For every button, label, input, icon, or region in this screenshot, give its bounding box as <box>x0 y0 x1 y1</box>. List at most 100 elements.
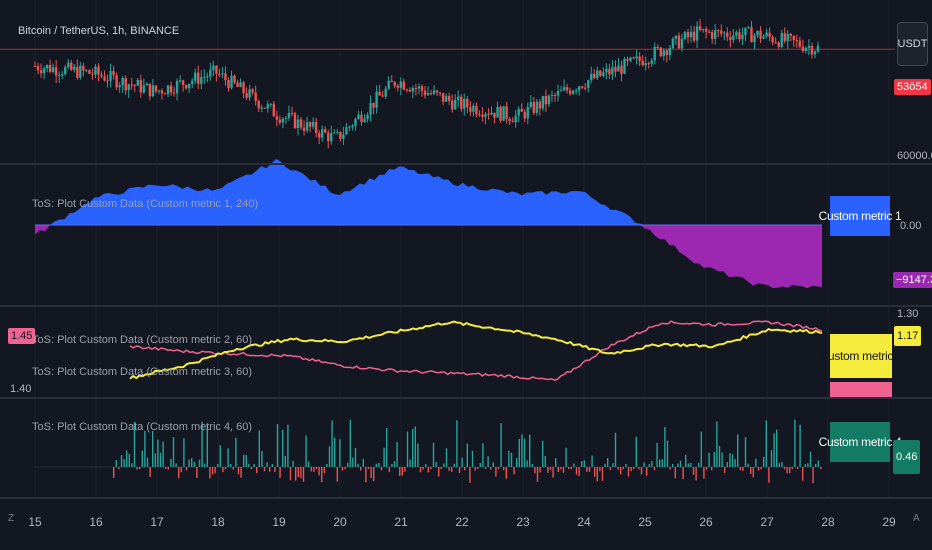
candle-body <box>807 45 811 48</box>
scroll-left-icon[interactable]: Z <box>8 513 15 524</box>
candle-body <box>384 88 387 97</box>
metric4-bar <box>456 420 458 467</box>
candle-body <box>526 106 529 119</box>
x-tick-label: 24 <box>577 515 591 529</box>
candle-body <box>553 94 557 96</box>
candle-body <box>227 80 230 89</box>
candle-body <box>330 132 333 142</box>
candle-body <box>707 31 711 33</box>
metric2-legend[interactable]: Custom metric 2 <box>820 334 903 378</box>
candle-body <box>175 80 179 94</box>
metric4-bar <box>339 439 341 467</box>
candle-body <box>402 81 406 90</box>
currency-button[interactable]: USDT <box>897 22 928 66</box>
metric4-bar <box>791 467 793 470</box>
metric4-legend[interactable]: Custom metric 4 <box>819 422 902 462</box>
metric4-bar <box>362 458 364 467</box>
metric4-bar <box>414 426 416 467</box>
metric4-bar <box>513 467 515 475</box>
pane-separator[interactable] <box>0 163 932 165</box>
candle-body <box>85 70 88 72</box>
candle-body <box>750 27 753 43</box>
candle-body <box>414 88 418 90</box>
metric4-bar <box>531 463 533 467</box>
metric4-bar <box>232 467 234 470</box>
metric4-bar <box>542 440 544 467</box>
candle-body <box>408 89 412 92</box>
candle-body <box>804 47 808 52</box>
candle-body <box>342 134 345 139</box>
candle-body <box>372 102 375 108</box>
candle-body <box>178 80 182 82</box>
metric4-bar <box>435 461 437 467</box>
metric4-bar <box>318 467 320 476</box>
candle-body <box>393 82 396 86</box>
metric4-bar <box>544 456 546 467</box>
metric4-bar <box>695 467 697 481</box>
metric4-label[interactable]: ToS: Plot Custom Data (Custom metric 4, … <box>32 421 253 433</box>
metric4-bar <box>284 456 286 467</box>
metric4-bar <box>248 463 250 467</box>
candle-body <box>584 87 587 89</box>
x-tick-label: 22 <box>455 515 469 529</box>
candle-body <box>263 107 266 109</box>
candle-body <box>194 72 197 81</box>
metric4-bar <box>152 430 154 467</box>
metric1-legend[interactable]: Custom metric 1 <box>819 196 902 236</box>
metric4-bar <box>336 467 338 482</box>
candle-body <box>405 89 409 91</box>
candle-body <box>287 113 291 118</box>
candle-body <box>151 85 155 97</box>
metric4-bar <box>308 461 310 467</box>
candle-body <box>224 73 227 81</box>
pane-separator[interactable] <box>0 397 932 399</box>
candle-body <box>94 66 97 75</box>
candle-body <box>345 127 348 135</box>
metric4-bar <box>445 448 448 467</box>
candle-body <box>260 107 263 109</box>
candle-body <box>73 66 76 70</box>
metric4-bar <box>625 463 627 467</box>
metric4-bar <box>396 441 398 467</box>
metric1-label[interactable]: ToS: Plot Custom Data (Custom metric 1, … <box>32 198 259 210</box>
candle-body <box>160 90 164 94</box>
candle-body <box>187 83 191 89</box>
metric3-legend[interactable] <box>830 382 892 397</box>
x-tick-label: 16 <box>89 515 103 529</box>
metric4-bar <box>700 431 702 467</box>
metric4-bar <box>253 463 255 467</box>
symbol-title[interactable]: Bitcoin / TetherUS, 1h, BINANCE <box>18 25 180 37</box>
candle-body <box>106 80 109 82</box>
metric4-bar <box>123 459 125 467</box>
metric3-label[interactable]: ToS: Plot Custom Data (Custom metric 3, … <box>32 366 253 378</box>
candle-body <box>203 76 206 78</box>
candle-body <box>230 75 233 89</box>
metric4-bar <box>354 448 357 467</box>
candle-body <box>369 102 372 115</box>
candle-body <box>399 81 403 88</box>
metric4-bar <box>601 467 604 481</box>
metric4-bar <box>635 436 637 467</box>
metric4-bar <box>271 463 273 467</box>
metric4-bar <box>466 443 468 467</box>
metric4-bar <box>640 467 643 475</box>
candle-body <box>786 33 789 42</box>
candle-body <box>133 85 136 87</box>
metric4-bar <box>591 455 593 467</box>
metric2-label[interactable]: ToS: Plot Custom Data (Custom metric 2, … <box>32 334 253 346</box>
metric4-bar <box>256 467 258 474</box>
metric4-bar <box>664 427 666 467</box>
metric4-bar <box>586 467 588 472</box>
candle-body <box>502 106 505 121</box>
candle-body <box>239 82 242 87</box>
metric4-bar <box>604 463 606 467</box>
metric4-bar <box>820 467 822 470</box>
metric4-bar <box>404 467 406 472</box>
metric4-bar <box>609 467 611 471</box>
pane-separator[interactable] <box>0 305 932 307</box>
metric4-bar <box>776 429 778 467</box>
metric4-bar <box>292 461 294 467</box>
scroll-right-icon[interactable]: A <box>913 513 920 524</box>
